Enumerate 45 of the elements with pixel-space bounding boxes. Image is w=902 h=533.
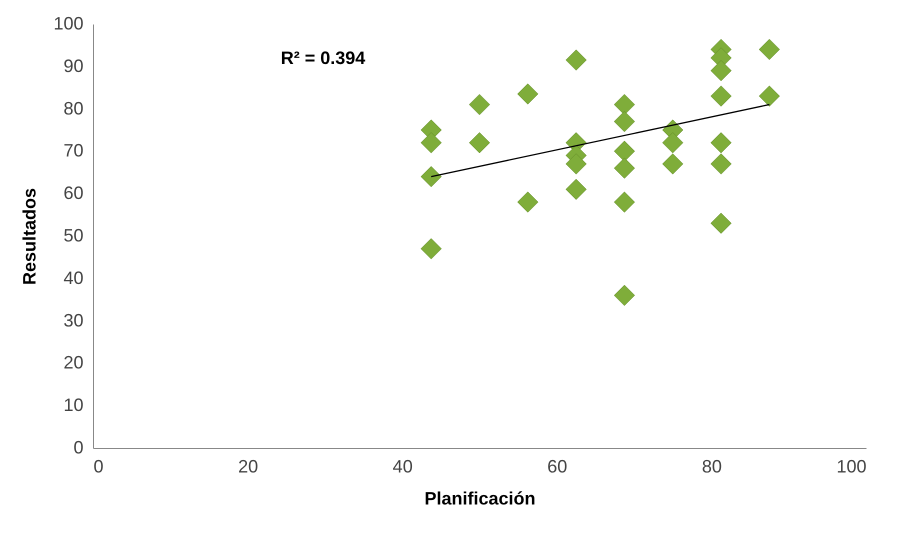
y-tick-label: 50	[63, 226, 84, 246]
point	[758, 38, 780, 60]
x-tick-label: 60	[547, 456, 568, 476]
x-tick-label: 80	[702, 456, 722, 476]
y-tick-label: 20	[63, 352, 84, 373]
point	[469, 132, 490, 154]
y-tick-label: 40	[63, 268, 84, 288]
point	[614, 284, 635, 306]
point	[614, 111, 635, 132]
x-tick-label: 0	[94, 456, 104, 476]
point	[614, 158, 635, 179]
point	[710, 212, 732, 234]
point	[420, 238, 442, 260]
point	[662, 132, 684, 154]
x-tick-label: 40	[392, 456, 413, 476]
y-tick-label: 10	[63, 395, 84, 416]
point	[566, 153, 587, 174]
y-tick-label: 70	[63, 140, 84, 161]
y-tick-label: 90	[63, 56, 84, 76]
point	[614, 94, 635, 116]
y-tick-label: 60	[63, 183, 84, 204]
point	[710, 153, 732, 174]
point	[710, 60, 732, 82]
annotation: R² = 0.394	[280, 48, 366, 68]
point	[710, 132, 732, 154]
point	[517, 83, 538, 104]
point	[662, 153, 684, 174]
point	[420, 166, 442, 188]
point	[758, 86, 780, 107]
point	[710, 86, 732, 107]
y-axis-title: Resultados	[19, 188, 40, 286]
point	[566, 50, 587, 71]
y-tick-label: 100	[53, 14, 84, 34]
x-tick-label: 100	[836, 456, 866, 476]
y-tick-label: 0	[73, 438, 84, 458]
x-axis-title: Planificación	[424, 488, 536, 508]
point	[614, 140, 635, 162]
y-tick-label: 80	[63, 98, 84, 118]
x-tick-label: 20	[238, 456, 258, 476]
point	[614, 192, 635, 213]
point	[566, 178, 587, 200]
y-tick-label: 30	[63, 310, 84, 330]
point	[469, 94, 490, 116]
point	[517, 192, 538, 213]
point	[420, 132, 442, 154]
